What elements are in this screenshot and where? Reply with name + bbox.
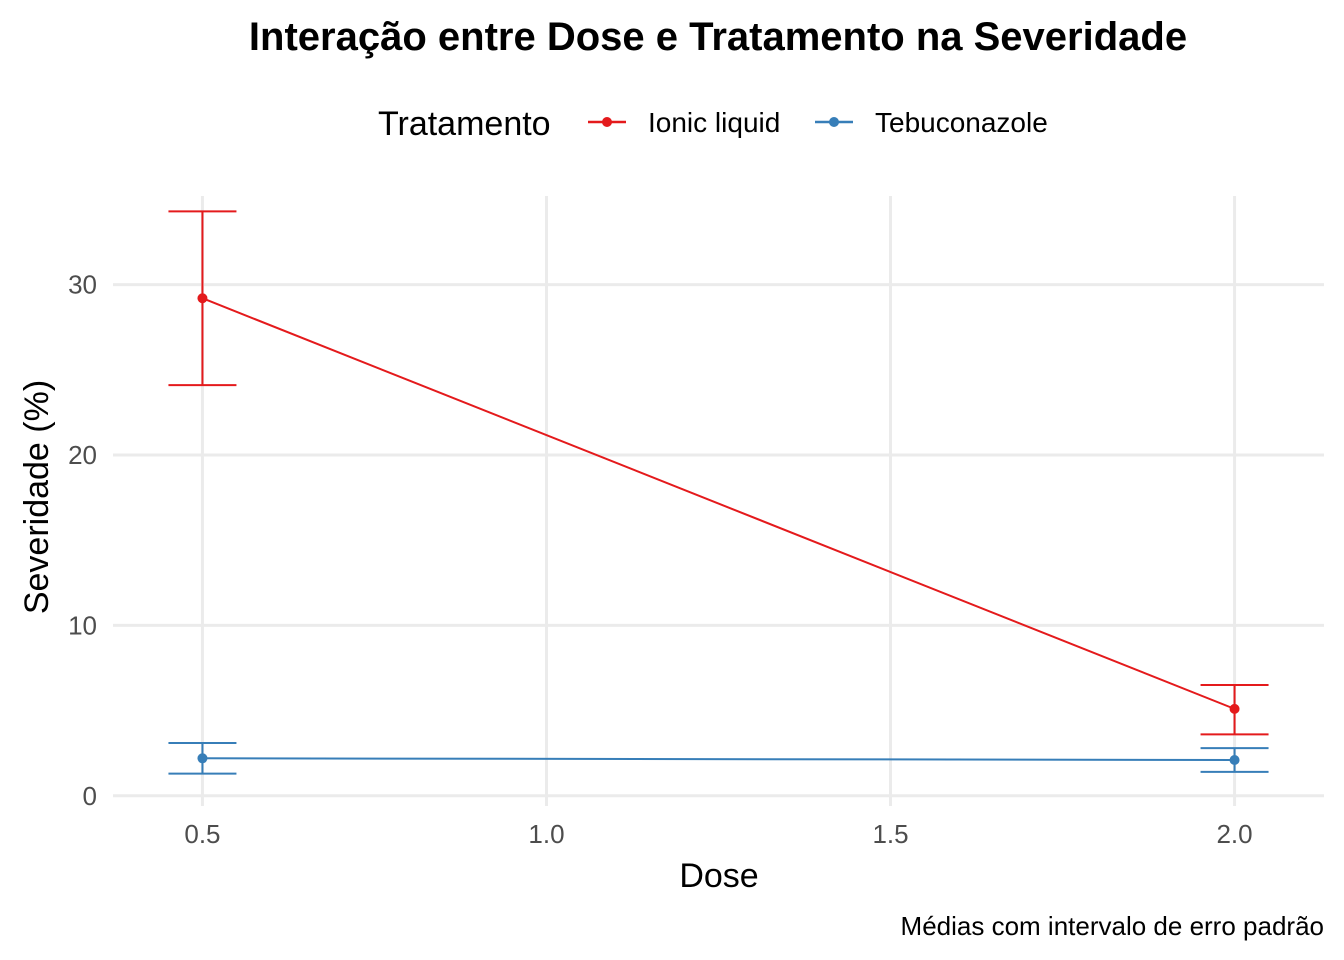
- legend-label-tebuconazole: Tebuconazole: [875, 107, 1048, 138]
- data-series: [168, 210, 1269, 775]
- legend: Tratamento Ionic liquid Tebuconazole: [378, 105, 1048, 143]
- legend-label-ionic-liquid: Ionic liquid: [648, 107, 780, 138]
- data-point-ionic-liquid: [197, 293, 208, 304]
- data-point-tebuconazole: [1229, 754, 1240, 765]
- chart-title: Interação entre Dose e Tratamento na Sev…: [249, 15, 1187, 59]
- axis-ticks: 0 10 20 30 0.5 1.0 1.5 2.0: [68, 270, 1253, 849]
- y-axis-title: Severidade (%): [18, 380, 56, 614]
- series-line-tebuconazole: [202, 757, 1235, 761]
- chart-caption: Médias com intervalo de erro padrão: [901, 911, 1324, 941]
- y-tick-label: 30: [68, 270, 97, 300]
- data-point-ionic-liquid: [1229, 703, 1240, 714]
- series-ionic-liquid: [168, 210, 1269, 736]
- y-tick-label: 10: [68, 610, 97, 640]
- y-tick-label: 0: [83, 781, 97, 811]
- x-tick-label: 1.5: [872, 819, 908, 849]
- x-tick-label: 2.0: [1216, 819, 1252, 849]
- legend-item-ionic-liquid: Ionic liquid: [588, 107, 780, 138]
- data-point-tebuconazole: [197, 753, 208, 764]
- y-tick-label: 20: [68, 440, 97, 470]
- x-axis-title: Dose: [679, 857, 758, 895]
- plot-grid: [113, 196, 1324, 806]
- series-line-ionic-liquid: [202, 297, 1235, 710]
- legend-title: Tratamento: [378, 105, 551, 143]
- x-tick-label: 0.5: [184, 819, 220, 849]
- x-tick-label: 1.0: [528, 819, 564, 849]
- legend-key-dot-ionic-liquid: [602, 117, 612, 127]
- series-tebuconazole: [168, 741, 1269, 775]
- legend-key-dot-tebuconazole: [829, 117, 839, 127]
- legend-item-tebuconazole: Tebuconazole: [815, 107, 1048, 138]
